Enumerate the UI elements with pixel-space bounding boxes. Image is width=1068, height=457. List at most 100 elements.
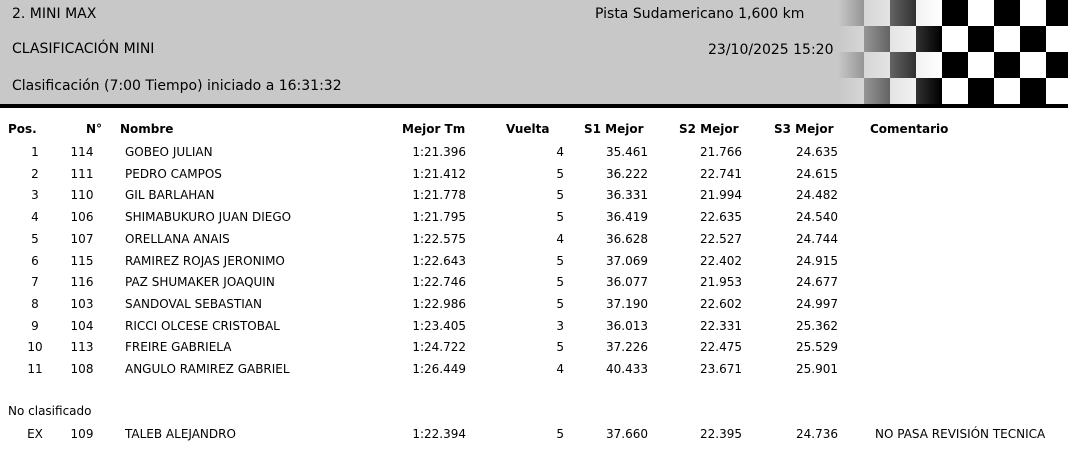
cell-s3: 24.736 <box>796 427 838 441</box>
col-best-time: Mejor Tm <box>402 122 466 136</box>
cell-best: 1:21.396 <box>412 145 466 159</box>
cell-lap: 4 <box>556 362 564 376</box>
cell-lap: 3 <box>556 318 564 333</box>
cell-s3: 24.540 <box>796 210 838 225</box>
cell-num: 109 <box>70 427 94 441</box>
cell-s1: 37.190 <box>606 296 648 311</box>
cell-s2: 22.475 <box>700 340 742 355</box>
cell-s1: 40.433 <box>606 362 648 376</box>
cell-s1: 36.222 <box>606 166 648 181</box>
cell-best: 1:22.643 <box>412 253 466 268</box>
cell-pos: 10 <box>27 340 43 355</box>
col-s2: S2 Mejor <box>679 122 739 136</box>
cell-best: 1:26.449 <box>412 362 466 376</box>
cell-name: GOBEO JULIAN <box>125 145 213 159</box>
cell-s3: 24.997 <box>796 296 838 311</box>
cell-s3: 24.635 <box>796 145 838 159</box>
cell-name: SHIMABUKURO JUAN DIEGO <box>125 210 292 225</box>
cell-num: 114 <box>70 145 94 159</box>
cell-s3: 24.677 <box>796 275 838 290</box>
checkered-flag-icon <box>838 0 1068 104</box>
cell-s1: 35.461 <box>606 145 648 159</box>
cell-s1: 37.069 <box>606 253 648 268</box>
cell-best: 1:22.394 <box>412 427 466 441</box>
cell-num: 107 <box>70 231 94 246</box>
cell-s1: 37.660 <box>606 427 648 441</box>
cell-lap: 5 <box>556 253 564 268</box>
cell-lap: 4 <box>556 231 564 246</box>
cell-s2: 21.994 <box>700 188 742 203</box>
cell-pos: 11 <box>27 362 43 376</box>
cell-best: 1:21.795 <box>412 210 466 225</box>
cell-num: 106 <box>70 210 94 225</box>
cell-best: 1:23.405 <box>412 318 466 333</box>
cell-pos: 8 <box>31 296 39 311</box>
cell-num: 110 <box>70 188 94 203</box>
cell-s2: 21.766 <box>700 145 742 159</box>
header-divider <box>0 104 1068 108</box>
cell-name: ANGULO RAMIREZ GABRIEL <box>125 362 290 376</box>
cell-num: 111 <box>70 166 94 181</box>
cell-best: 1:24.722 <box>412 340 466 355</box>
cell-name: RICCI OLCESE CRISTOBAL <box>125 318 280 333</box>
cell-name: SANDOVAL SEBASTIAN <box>125 296 262 311</box>
col-s1: S1 Mejor <box>584 122 644 136</box>
cell-num: 103 <box>70 296 94 311</box>
cell-pos: 6 <box>31 253 39 268</box>
cell-pos: EX <box>27 427 43 441</box>
session-detail: Clasificación (7:00 Tiempo) iniciado a 1… <box>12 78 342 94</box>
cell-pos: 9 <box>31 318 39 333</box>
cell-s3: 25.901 <box>796 362 838 376</box>
cell-s3: 25.362 <box>796 318 838 333</box>
cell-name: PEDRO CAMPOS <box>125 166 222 181</box>
cell-name: PAZ SHUMAKER JOAQUIN <box>125 275 275 290</box>
cell-num: 116 <box>70 275 94 290</box>
session-title: CLASIFICACIÓN MINI <box>12 41 155 57</box>
cell-num: 115 <box>70 253 94 268</box>
cell-lap: 5 <box>556 340 564 355</box>
cell-s3: 24.744 <box>796 231 838 246</box>
cell-pos: 1 <box>31 145 39 159</box>
cell-s1: 36.419 <box>606 210 648 225</box>
track-info: Pista Sudamericano 1,600 km <box>595 6 805 22</box>
cell-s2: 21.953 <box>700 275 742 290</box>
col-name: Nombre <box>120 122 174 136</box>
cell-s1: 36.628 <box>606 231 648 246</box>
event-title: 2. MINI MAX <box>12 6 97 22</box>
cell-s1: 36.013 <box>606 318 648 333</box>
report-header: 2. MINI MAX CLASIFICACIÓN MINI Clasifica… <box>0 0 1068 104</box>
cell-lap: 4 <box>556 145 564 159</box>
col-pos: Pos. <box>8 122 37 136</box>
cell-s2: 22.635 <box>700 210 742 225</box>
cell-lap: 5 <box>556 427 564 441</box>
col-number: N° <box>86 122 103 136</box>
cell-s3: 24.615 <box>796 166 838 181</box>
col-comment: Comentario <box>870 122 949 136</box>
cell-best: 1:22.986 <box>412 296 466 311</box>
cell-num: 108 <box>70 362 94 376</box>
cell-best: 1:22.746 <box>412 275 466 290</box>
report-datetime: 23/10/2025 15:20 <box>708 42 834 58</box>
cell-s1: 36.331 <box>606 188 648 203</box>
cell-s3: 25.529 <box>796 340 838 355</box>
cell-lap: 5 <box>556 166 564 181</box>
cell-s2: 22.395 <box>700 427 742 441</box>
cell-num: 104 <box>70 318 94 333</box>
cell-lap: 5 <box>556 275 564 290</box>
cell-s2: 22.602 <box>700 296 742 311</box>
not-classified-label: No clasificado <box>8 404 92 418</box>
cell-name: GIL BARLAHAN <box>125 188 215 203</box>
cell-s2: 22.527 <box>700 231 742 246</box>
cell-best: 1:21.778 <box>412 188 466 203</box>
cell-lap: 5 <box>556 188 564 203</box>
cell-pos: 5 <box>31 231 39 246</box>
cell-s2: 22.402 <box>700 253 742 268</box>
cell-name: RAMIREZ ROJAS JERONIMO <box>125 253 285 268</box>
cell-pos: 7 <box>31 275 39 290</box>
cell-comment: NO PASA REVISIÓN TECNICA <box>875 427 1046 441</box>
cell-s3: 24.915 <box>796 253 838 268</box>
col-s3: S3 Mejor <box>774 122 834 136</box>
cell-name: FREIRE GABRIELA <box>125 340 232 355</box>
col-lap: Vuelta <box>506 122 550 136</box>
cell-s1: 36.077 <box>606 275 648 290</box>
